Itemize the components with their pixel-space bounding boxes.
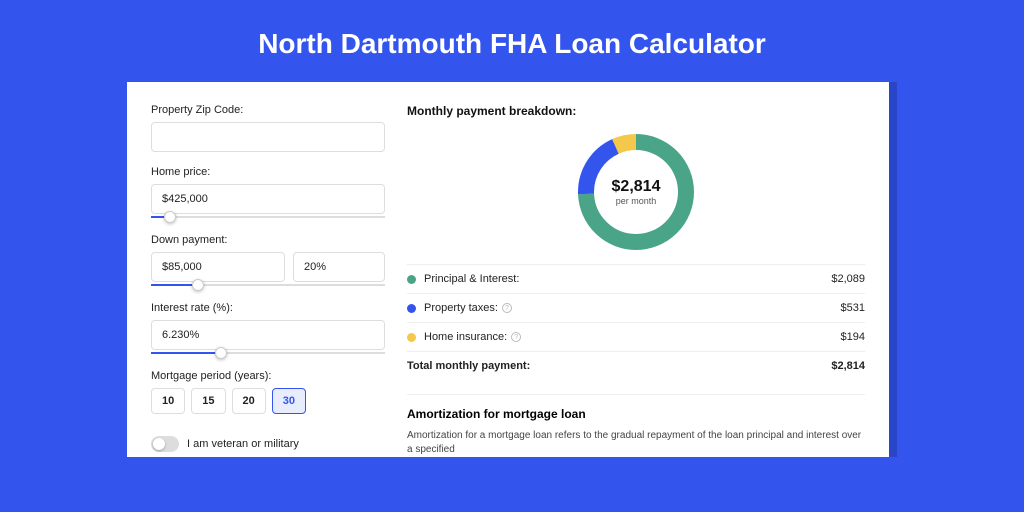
period-group: Mortgage period (years): 1015 2030 — [151, 370, 385, 414]
interest-slider-thumb[interactable] — [215, 347, 227, 359]
interest-label: Interest rate (%): — [151, 302, 385, 314]
legend-value: $531 — [841, 302, 865, 314]
card-shadow: Property Zip Code: Home price: Down paym… — [127, 82, 897, 457]
legend-value: $2,089 — [831, 273, 865, 285]
legend: Principal & Interest:$2,089Property taxe… — [407, 264, 865, 351]
interest-group: Interest rate (%): — [151, 302, 385, 350]
down-payment-group: Down payment: — [151, 234, 385, 282]
down-payment-label: Down payment: — [151, 234, 385, 246]
legend-row: Property taxes: ?$531 — [407, 293, 865, 322]
period-option-10[interactable]: 10 — [151, 388, 185, 414]
total-value: $2,814 — [831, 360, 865, 372]
veteran-row: I am veteran or military — [151, 436, 385, 452]
home-price-group: Home price: — [151, 166, 385, 214]
veteran-toggle[interactable] — [151, 436, 179, 452]
home-price-input[interactable] — [151, 184, 385, 214]
period-label: Mortgage period (years): — [151, 370, 385, 382]
legend-row: Home insurance: ?$194 — [407, 322, 865, 351]
info-icon[interactable]: ? — [511, 332, 521, 342]
legend-label: Property taxes: ? — [424, 302, 841, 314]
zip-input[interactable] — [151, 122, 385, 152]
legend-dot-icon — [407, 333, 416, 342]
home-price-slider[interactable] — [151, 216, 385, 218]
form-panel: Property Zip Code: Home price: Down paym… — [151, 104, 385, 457]
donut-sub: per month — [616, 196, 657, 206]
donut-center: $2,814 per month — [576, 132, 696, 252]
total-label: Total monthly payment: — [407, 360, 831, 372]
donut-amount: $2,814 — [612, 178, 661, 196]
donut-chart: $2,814 per month — [576, 132, 696, 252]
down-payment-slider-thumb[interactable] — [192, 279, 204, 291]
period-option-15[interactable]: 15 — [191, 388, 225, 414]
veteran-toggle-knob — [153, 438, 165, 450]
down-payment-slider[interactable] — [151, 284, 385, 286]
amortization-section: Amortization for mortgage loan Amortizat… — [407, 394, 865, 457]
period-option-30[interactable]: 30 — [272, 388, 306, 414]
down-payment-pct-input[interactable] — [293, 252, 385, 282]
legend-dot-icon — [407, 304, 416, 313]
breakdown-panel: Monthly payment breakdown: $2,814 per mo… — [407, 104, 865, 457]
amortization-title: Amortization for mortgage loan — [407, 407, 865, 421]
period-option-20[interactable]: 20 — [232, 388, 266, 414]
page-title: North Dartmouth FHA Loan Calculator — [0, 0, 1024, 82]
legend-value: $194 — [841, 331, 865, 343]
calculator-card: Property Zip Code: Home price: Down paym… — [127, 82, 889, 457]
interest-slider[interactable] — [151, 352, 385, 354]
total-row: Total monthly payment: $2,814 — [407, 351, 865, 380]
down-payment-amount-input[interactable] — [151, 252, 285, 282]
zip-label: Property Zip Code: — [151, 104, 385, 116]
interest-input[interactable] — [151, 320, 385, 350]
legend-label: Home insurance: ? — [424, 331, 841, 343]
period-options: 1015 2030 — [151, 388, 385, 414]
breakdown-title: Monthly payment breakdown: — [407, 104, 865, 118]
legend-row: Principal & Interest:$2,089 — [407, 264, 865, 293]
veteran-label: I am veteran or military — [187, 438, 299, 450]
amortization-text: Amortization for a mortgage loan refers … — [407, 429, 865, 457]
zip-group: Property Zip Code: — [151, 104, 385, 152]
donut-chart-wrap: $2,814 per month — [407, 126, 865, 264]
home-price-slider-thumb[interactable] — [164, 211, 176, 223]
legend-label: Principal & Interest: — [424, 273, 831, 285]
info-icon[interactable]: ? — [502, 303, 512, 313]
home-price-label: Home price: — [151, 166, 385, 178]
legend-dot-icon — [407, 275, 416, 284]
